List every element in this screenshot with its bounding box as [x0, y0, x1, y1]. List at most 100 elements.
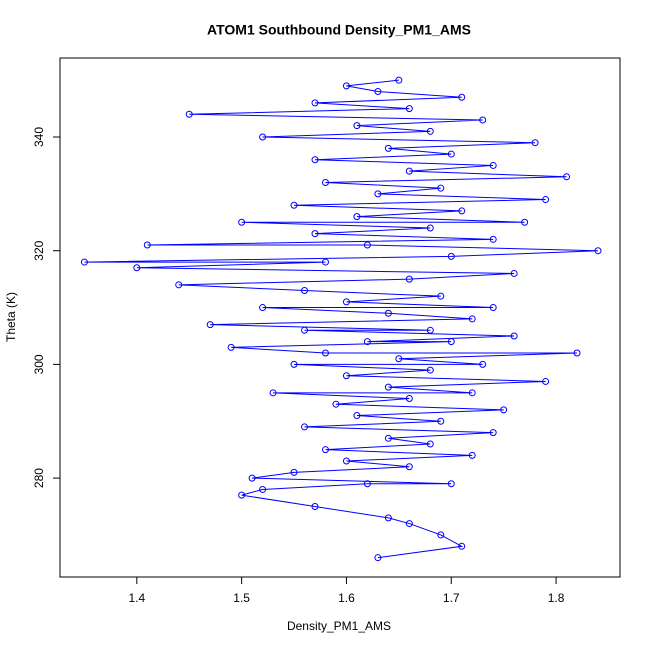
- point: [468, 389, 476, 397]
- point: [143, 241, 151, 249]
- point: [259, 304, 267, 312]
- point: [353, 213, 361, 221]
- point: [384, 514, 392, 522]
- point: [542, 196, 550, 204]
- point: [206, 321, 214, 329]
- point: [521, 218, 529, 226]
- point: [290, 360, 298, 368]
- point: [384, 434, 392, 442]
- point: [573, 349, 581, 357]
- point: [395, 76, 403, 84]
- point: [269, 389, 277, 397]
- point: [238, 218, 246, 226]
- point: [301, 286, 309, 294]
- point: [259, 485, 267, 493]
- point: [426, 440, 434, 448]
- y-tick-label: 340: [32, 127, 46, 147]
- point: [248, 474, 256, 482]
- point: [332, 400, 340, 408]
- y-tick-label: 280: [32, 468, 46, 488]
- chart-title: ATOM1 Southbound Density_PM1_AMS: [207, 22, 471, 38]
- point: [321, 446, 329, 454]
- point: [259, 133, 267, 141]
- point: [384, 309, 392, 317]
- x-tick-label: 1.8: [548, 591, 565, 605]
- point: [468, 315, 476, 323]
- point: [374, 88, 382, 96]
- x-axis-label: Density_PM1_AMS: [287, 619, 391, 633]
- x-tick-label: 1.5: [233, 591, 250, 605]
- point: [311, 503, 319, 511]
- x-tick-label: 1.6: [338, 591, 355, 605]
- point: [227, 343, 235, 351]
- point: [510, 332, 518, 340]
- point: [405, 395, 413, 403]
- point: [542, 377, 550, 385]
- point: [437, 184, 445, 192]
- point: [563, 173, 571, 181]
- point: [321, 178, 329, 186]
- point: [447, 150, 455, 158]
- point: [363, 241, 371, 249]
- point: [353, 122, 361, 130]
- point: [185, 110, 193, 118]
- point: [290, 468, 298, 476]
- point: [342, 457, 350, 465]
- point: [405, 105, 413, 113]
- y-axis-label: Theta (K): [4, 292, 18, 342]
- point: [353, 412, 361, 420]
- point: [301, 326, 309, 334]
- point: [426, 366, 434, 374]
- point: [342, 372, 350, 380]
- point: [321, 349, 329, 357]
- x-tick-label: 1.4: [128, 591, 145, 605]
- plot-frame: [59, 57, 621, 578]
- point: [489, 161, 497, 169]
- point: [437, 292, 445, 300]
- point: [384, 144, 392, 152]
- point: [405, 463, 413, 471]
- point: [363, 480, 371, 488]
- point: [489, 304, 497, 312]
- point: [458, 542, 466, 550]
- x-tick-label: 1.7: [443, 591, 460, 605]
- point: [311, 99, 319, 107]
- y-tick-label: 320: [32, 240, 46, 260]
- point: [405, 520, 413, 528]
- point: [594, 247, 602, 255]
- point: [311, 156, 319, 164]
- point: [175, 281, 183, 289]
- point: [510, 269, 518, 277]
- point: [384, 383, 392, 391]
- point: [500, 406, 508, 414]
- point: [437, 531, 445, 539]
- point: [426, 326, 434, 334]
- point: [447, 252, 455, 260]
- point: [395, 355, 403, 363]
- point: [238, 491, 246, 499]
- point: [458, 207, 466, 215]
- series-line: [84, 79, 599, 559]
- point: [479, 360, 487, 368]
- point: [426, 224, 434, 232]
- point: [531, 139, 539, 147]
- point: [321, 258, 329, 266]
- point: [479, 116, 487, 124]
- point: [80, 258, 88, 266]
- point: [447, 338, 455, 346]
- point: [489, 235, 497, 243]
- point: [342, 82, 350, 90]
- point: [458, 93, 466, 101]
- y-tick-label: 300: [32, 354, 46, 374]
- point: [301, 423, 309, 431]
- point: [311, 230, 319, 238]
- point: [342, 298, 350, 306]
- point: [363, 338, 371, 346]
- point: [133, 264, 141, 272]
- point: [405, 167, 413, 175]
- point: [489, 429, 497, 437]
- point: [374, 190, 382, 198]
- point: [437, 417, 445, 425]
- point: [374, 554, 382, 562]
